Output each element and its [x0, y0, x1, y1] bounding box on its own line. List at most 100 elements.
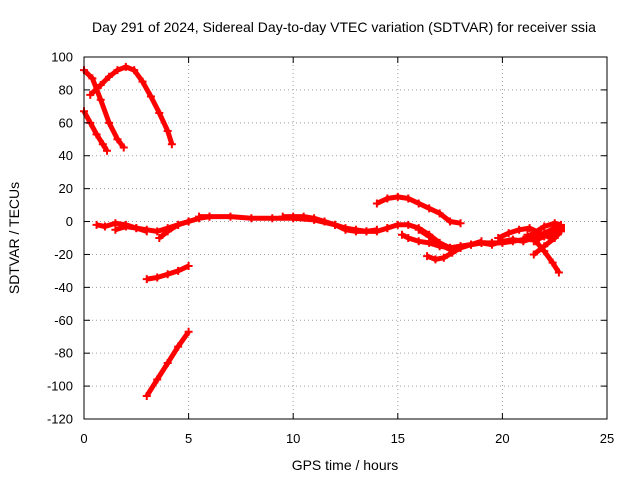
data-point: [155, 234, 164, 242]
data-point: [439, 253, 448, 262]
data-point: [393, 220, 402, 229]
y-tick-label: 100: [51, 50, 73, 65]
data-point: [372, 225, 381, 234]
y-tick-label: 60: [59, 115, 73, 130]
data-point: [446, 217, 455, 226]
plot-frame: [83, 56, 608, 420]
data-point: [548, 258, 557, 267]
data-point: [174, 220, 183, 229]
x-tick-label: 10: [286, 431, 300, 446]
data-series: [372, 192, 465, 228]
series-line: [114, 224, 148, 234]
x-tick-label: 20: [495, 431, 509, 446]
data-point: [130, 66, 139, 75]
data-point: [519, 237, 528, 246]
data-point: [92, 130, 101, 139]
y-tick-label: -20: [54, 247, 73, 262]
data-point: [184, 217, 193, 226]
data-point: [163, 127, 172, 136]
data-series: [423, 243, 465, 264]
series-layer: [80, 62, 565, 400]
data-point: [138, 77, 147, 86]
data-point: [121, 222, 130, 231]
data-point: [331, 220, 340, 229]
data-point: [435, 209, 444, 218]
data-point: [425, 204, 434, 213]
data-series: [86, 62, 176, 149]
data-point: [372, 199, 381, 208]
axis-ticks: [83, 56, 608, 420]
data-point: [205, 212, 214, 221]
data-point: [498, 237, 507, 246]
data-point: [414, 225, 423, 234]
data-point: [431, 255, 440, 264]
data-point: [105, 72, 114, 81]
data-point: [167, 140, 176, 149]
y-tick-label: -40: [54, 280, 73, 295]
chart-title: Day 291 of 2024, Sidereal Day-to-day VTE…: [92, 19, 596, 35]
y-tick-label: -100: [47, 379, 73, 394]
data-point: [142, 391, 151, 400]
data-point: [121, 62, 130, 71]
data-point: [113, 135, 122, 144]
data-point: [226, 212, 235, 221]
data-point: [184, 327, 193, 336]
data-point: [103, 146, 112, 155]
data-point: [351, 225, 360, 234]
x-axis-title: GPS time / hours: [292, 457, 399, 473]
data-point: [174, 342, 183, 351]
data-series: [523, 230, 563, 277]
data-point: [88, 74, 97, 83]
data-point: [404, 194, 413, 203]
y-tick-label: 80: [59, 82, 73, 97]
series-line: [532, 229, 563, 257]
data-point: [119, 143, 128, 152]
data-point: [456, 243, 465, 252]
data-point: [153, 375, 162, 384]
data-point: [299, 212, 308, 221]
data-point: [383, 194, 392, 203]
data-point: [142, 227, 151, 236]
data-series: [111, 222, 151, 236]
data-point: [456, 219, 465, 228]
data-point: [96, 95, 105, 104]
data-point: [247, 214, 256, 223]
data-point: [525, 224, 534, 233]
x-tick-labels: 0 5 10 15 20 25: [80, 431, 614, 446]
y-tick-label: 0: [66, 214, 73, 229]
data-point: [146, 92, 155, 101]
data-point: [414, 199, 423, 208]
series-line: [82, 68, 126, 150]
y-tick-label: 20: [59, 181, 73, 196]
data-series: [278, 212, 381, 236]
data-point: [515, 225, 524, 234]
data-point: [163, 227, 172, 236]
data-point: [278, 212, 287, 221]
data-point: [174, 266, 183, 275]
data-point: [487, 240, 496, 249]
data-point: [163, 359, 172, 368]
data-point: [540, 247, 549, 256]
data-point: [86, 90, 95, 99]
data-point: [531, 237, 540, 246]
data-point: [554, 268, 563, 277]
y-tick-label: -60: [54, 313, 73, 328]
data-point: [289, 212, 298, 221]
series-line: [532, 225, 563, 244]
data-point: [92, 220, 101, 229]
data-point: [383, 224, 392, 233]
data-point: [105, 118, 114, 127]
data-point: [414, 237, 423, 246]
data-point: [508, 235, 517, 244]
data-point: [529, 250, 538, 259]
data-point: [142, 275, 151, 284]
data-point: [113, 66, 122, 75]
data-point: [477, 237, 486, 246]
y-tick-label: 40: [59, 148, 73, 163]
x-tick-label: 15: [391, 431, 405, 446]
series-line: [282, 214, 378, 234]
x-tick-label: 0: [80, 431, 87, 446]
data-series: [142, 261, 193, 284]
data-point: [184, 261, 193, 270]
